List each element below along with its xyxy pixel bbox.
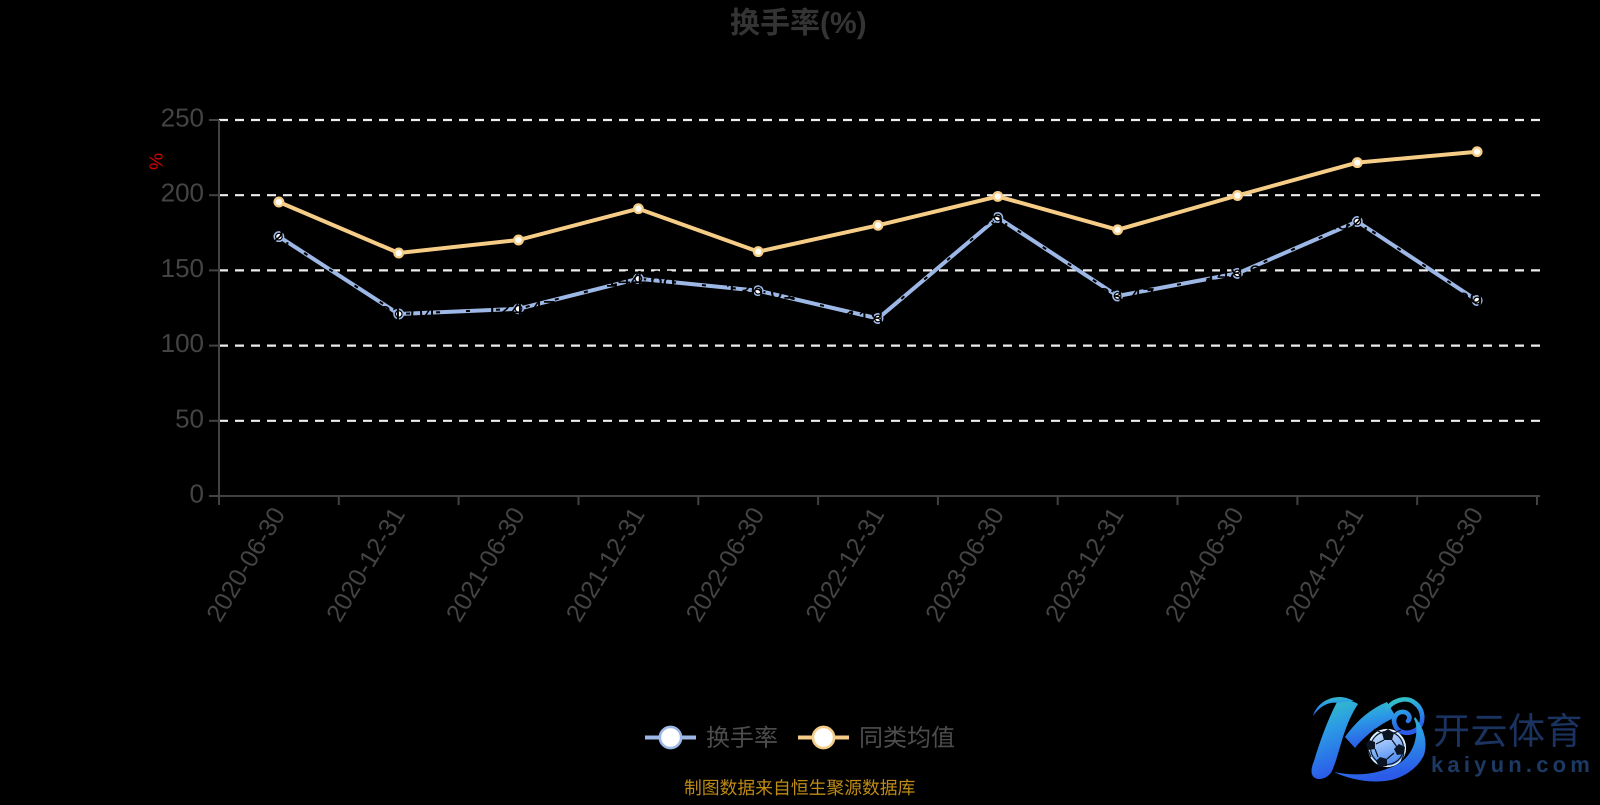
svg-text:%: % [145,153,166,170]
svg-text:200: 200 [161,178,204,208]
svg-text:250: 250 [161,103,204,133]
svg-text:(%): (%) [820,7,867,40]
svg-text:100: 100 [161,328,204,358]
svg-text:kaiyun.com: kaiyun.com [1431,752,1594,777]
svg-text:0: 0 [190,479,204,509]
svg-text:150: 150 [161,253,204,283]
svg-text:50: 50 [175,403,204,433]
